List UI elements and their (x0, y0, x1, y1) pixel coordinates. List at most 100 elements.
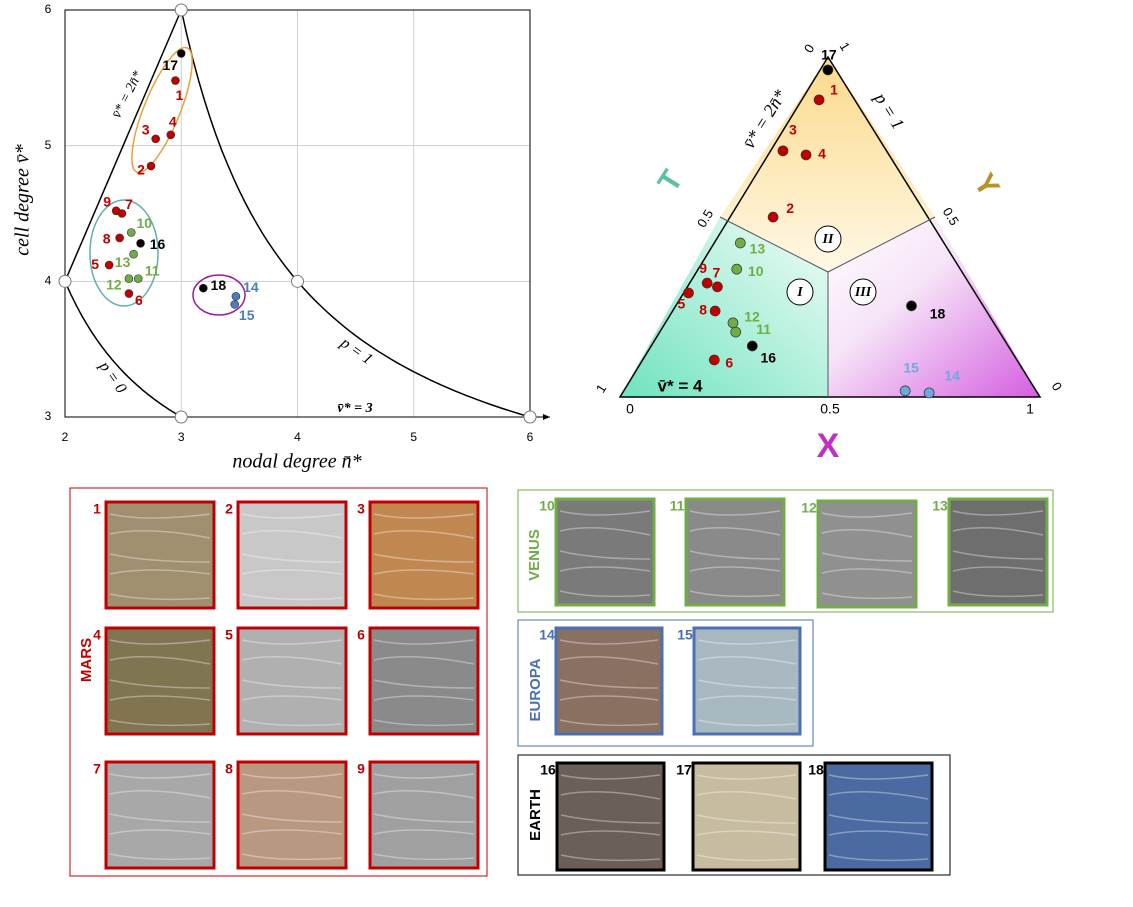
point-label: 5 (678, 296, 686, 312)
image-texture (559, 566, 651, 572)
image-texture (697, 695, 797, 701)
surface-image (104, 500, 216, 610)
image-texture (241, 853, 343, 861)
image-texture (373, 695, 475, 701)
annotation: v̄* = 2n̄* (110, 69, 146, 121)
point-label: 18 (211, 277, 227, 293)
panel-label: EARTH (527, 789, 544, 841)
point-label: 11 (756, 321, 771, 337)
panel-label: MARS (78, 638, 95, 682)
vertex (174, 410, 188, 424)
image-number: 15 (677, 627, 693, 643)
image-texture (560, 814, 661, 824)
image-texture (821, 552, 913, 562)
image-texture (373, 569, 475, 575)
data-point (709, 305, 721, 317)
image-texture (109, 695, 211, 701)
point-label: 8 (699, 302, 707, 318)
region-marker (814, 225, 842, 253)
data-point (129, 249, 138, 259)
image-texture (689, 510, 781, 516)
axis-arrow (543, 414, 550, 420)
image-number: 1 (93, 501, 101, 517)
data-point (124, 289, 134, 298)
image-texture (109, 813, 211, 823)
image-texture (559, 679, 659, 689)
image-texture (241, 790, 343, 799)
point-label: 1 (830, 82, 838, 98)
annotation: p = 1 (870, 87, 909, 133)
point-label: 6 (135, 292, 143, 308)
image-texture (952, 566, 1044, 572)
image-texture (109, 569, 211, 575)
point-label: 16 (761, 350, 777, 366)
surface-image (692, 626, 802, 736)
surface-image (947, 497, 1049, 607)
image-texture (559, 590, 651, 598)
data-point (800, 149, 812, 161)
point-label: 6 (725, 355, 733, 371)
image-texture (828, 774, 929, 780)
image-texture (697, 679, 797, 689)
point-label: 18 (930, 306, 946, 322)
x-tick-label: 3 (178, 430, 185, 444)
data-point (115, 233, 124, 243)
image-texture (696, 774, 797, 780)
point-label: 17 (162, 57, 178, 73)
image-texture (373, 530, 475, 539)
region-marker (849, 278, 877, 306)
image-texture (697, 656, 797, 665)
bottom-tick-label: 0 (626, 401, 634, 417)
image-texture (241, 829, 343, 835)
x-axis-label: nodal degree n̄* (232, 451, 361, 473)
image-number: 10 (539, 498, 555, 514)
vertex-label: T (652, 165, 690, 198)
data-point (813, 94, 825, 106)
panel-frame (69, 487, 488, 877)
boundary-line (64, 9, 182, 282)
region-marker (786, 278, 814, 306)
point-label: 10 (136, 215, 152, 231)
cluster-ellipse (192, 274, 246, 316)
data-point (708, 354, 720, 366)
image-texture (560, 774, 661, 780)
image-texture (373, 639, 475, 645)
surface-image (554, 497, 656, 607)
bottom-tick-label: 1 (1026, 401, 1034, 417)
y-tick-label: 4 (45, 274, 52, 288)
point-label: 4 (169, 114, 177, 130)
image-texture (689, 527, 781, 536)
image-number: 2 (225, 501, 233, 517)
image-number: 8 (225, 761, 233, 777)
annotation: v̄* = 4 (658, 376, 703, 395)
image-texture (373, 679, 475, 689)
image-texture (109, 790, 211, 799)
image-texture (559, 639, 659, 645)
image-texture (109, 719, 211, 727)
point-label: 10 (748, 263, 764, 279)
point-label: 1 (176, 87, 184, 103)
image-texture (241, 719, 343, 727)
data-point (777, 145, 789, 157)
point-label: 17 (821, 47, 837, 63)
data-point (906, 300, 917, 312)
data-point (104, 260, 114, 270)
right-tick-label: 1 (837, 39, 854, 53)
image-texture (373, 656, 475, 665)
surface-image (684, 497, 786, 607)
image-texture (109, 639, 211, 645)
x-tick-label: 6 (527, 430, 534, 444)
image-number: 11 (670, 498, 685, 514)
region-label: I (796, 285, 803, 300)
surface-image (104, 626, 216, 736)
point-label: 13 (750, 241, 766, 257)
x-tick-label: 5 (410, 430, 417, 444)
image-texture (109, 656, 211, 665)
left-tick-label: 0 (801, 41, 818, 55)
y-tick-label: 3 (45, 409, 52, 423)
region-boundary (827, 216, 936, 273)
data-point (899, 385, 911, 397)
image-texture (241, 569, 343, 575)
image-texture (241, 773, 343, 779)
